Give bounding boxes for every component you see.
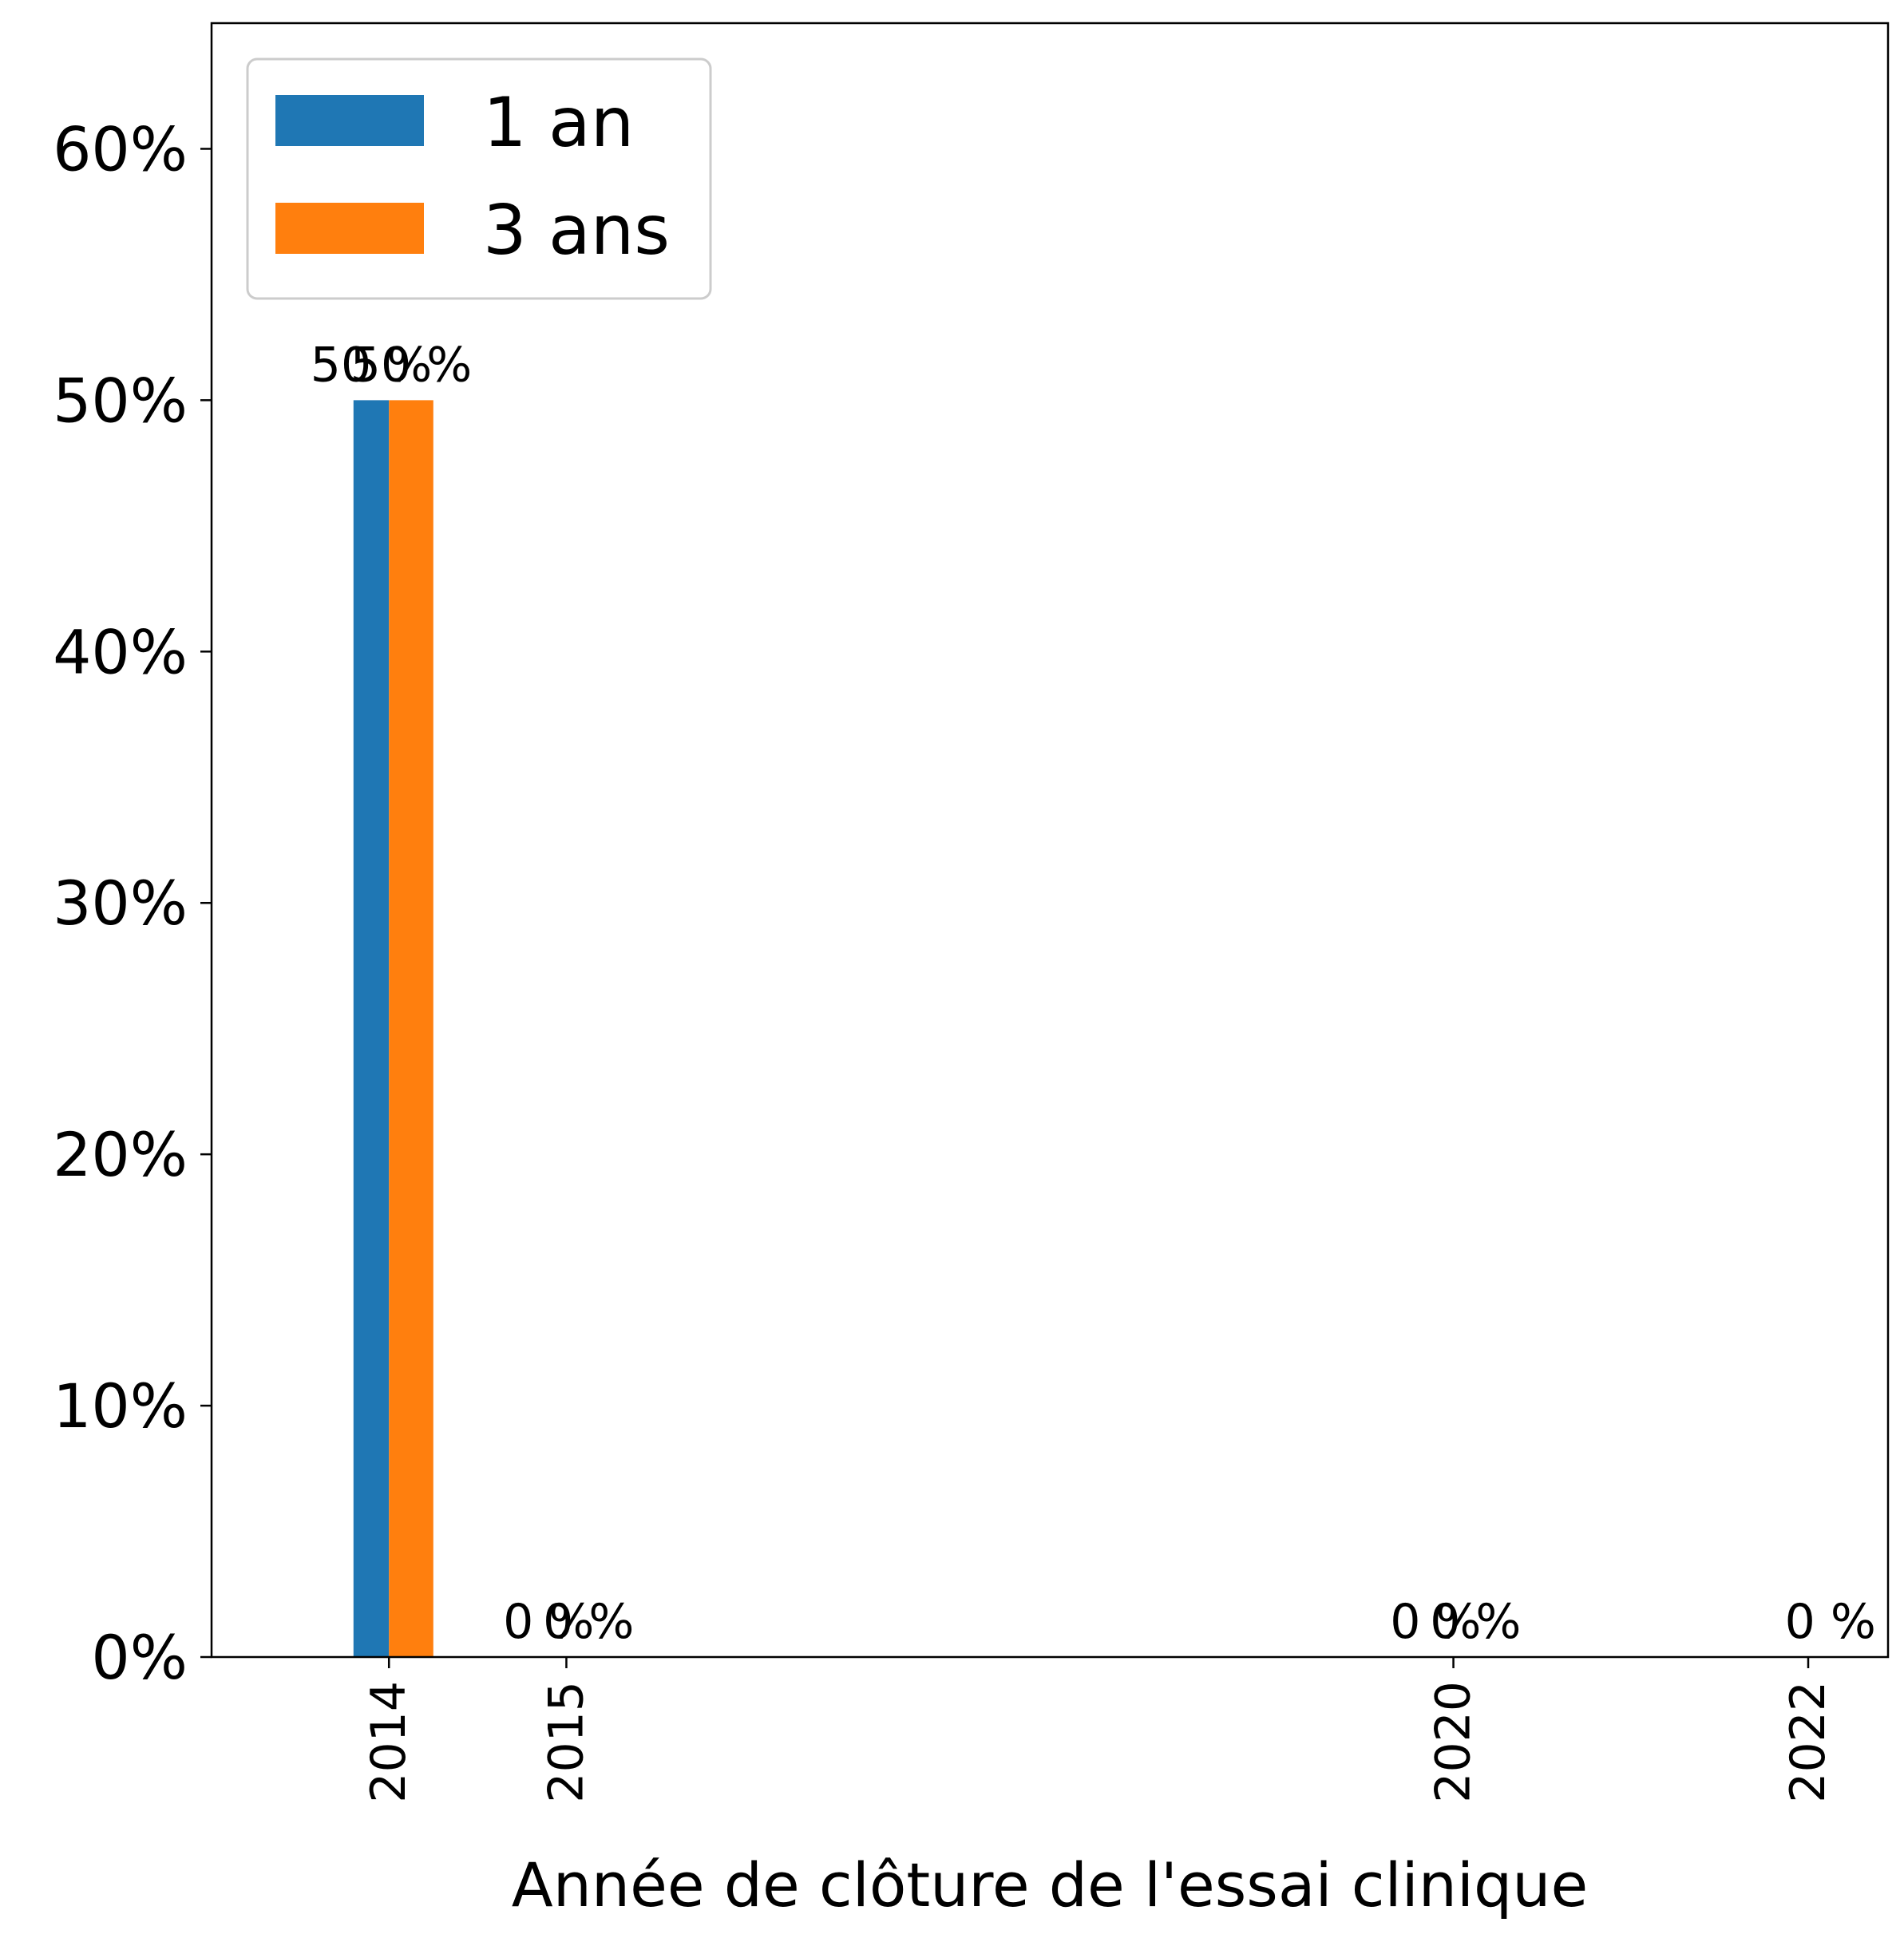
data-label-1-an-2020: 0 % [1390, 1594, 1481, 1650]
bar-3-ans-2014 [389, 400, 433, 1657]
data-label-3-ans-2020: 0 % [1430, 1594, 1521, 1650]
legend-swatch-3-ans [275, 203, 424, 254]
legend-swatch-1-an [275, 95, 424, 146]
y-tick-label: 0% [91, 1622, 188, 1693]
y-tick-label: 60% [53, 113, 188, 184]
x-axis-title: Année de clôture de l'essai clinique [512, 1849, 1588, 1920]
data-label-1-an-2014: 50 % [311, 337, 432, 393]
data-label-3-ans-2015: 0 % [543, 1594, 634, 1650]
x-axis: 2014 2015 2020 2022 [361, 1657, 1836, 1803]
x-tick-label-2022: 2022 [1780, 1681, 1836, 1803]
x-tick-label-2015: 2015 [538, 1681, 594, 1803]
bar-1-an-2014 [353, 400, 390, 1657]
y-tick-label: 20% [53, 1119, 188, 1190]
data-label-3-ans-2014: 50 % [350, 337, 472, 393]
y-tick-label: 10% [53, 1370, 188, 1442]
plot-frame [210, 22, 1890, 1659]
bars-layer [353, 400, 433, 1657]
y-tick-label: 30% [53, 868, 188, 939]
data-label-3-ans-2022: 0 % [1785, 1594, 1876, 1650]
x-tick-label-2020: 2020 [1426, 1681, 1482, 1803]
legend-label-3-ans: 3 ans [483, 191, 670, 271]
y-axis: 0% 10% 20% 30% 40% 50% 60% [53, 113, 212, 1693]
data-labels-layer: 50 %0 % 0 %50 %0 % 0 % 0 % [311, 337, 1876, 1650]
legend-label-1-an: 1 an [483, 83, 634, 163]
y-tick-label: 50% [53, 365, 188, 436]
data-label-1-an-2015: 0 % [503, 1594, 594, 1650]
y-tick-label: 40% [53, 616, 188, 687]
x-tick-label-2014: 2014 [361, 1681, 417, 1803]
legend: 1 an 3 ans [246, 57, 712, 300]
